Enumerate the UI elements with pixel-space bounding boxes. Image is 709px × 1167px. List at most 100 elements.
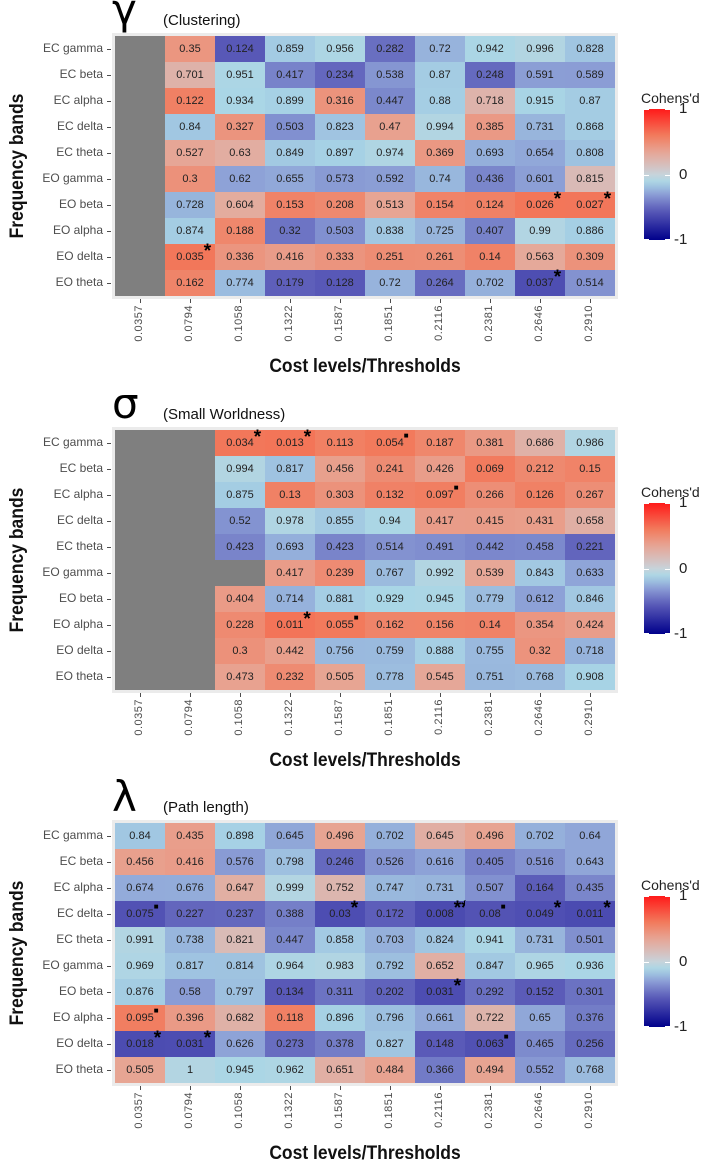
heatmap-cell: 0.417 xyxy=(265,560,315,586)
y-tick-label: EC alpha xyxy=(53,487,103,501)
heatmap-cell: 0.589 xyxy=(565,62,615,88)
heatmap-cell: 0.604 xyxy=(215,192,265,218)
heatmap-cell: 0.013 * xyxy=(265,428,315,456)
x-axis-title: Cost levels/Thresholds xyxy=(269,1143,461,1164)
x-tick-label: 0.1851 xyxy=(383,699,395,736)
p-value-label: 0.974 xyxy=(376,147,404,159)
trend-marker: ■ xyxy=(153,902,159,911)
y-tick-mark xyxy=(107,49,111,50)
p-value-label: 0.647 xyxy=(226,882,254,894)
legend-tick xyxy=(665,503,670,504)
heatmap-cell: 0.156 xyxy=(415,612,465,638)
x-tick-mark xyxy=(190,1086,191,1090)
p-value-label: 0.282 xyxy=(376,43,404,55)
legend-tick xyxy=(644,1026,649,1027)
heatmap-cell-na xyxy=(165,612,215,638)
heatmap-cell: 0.859 xyxy=(265,36,315,62)
heatmap-cell: 0.442 xyxy=(265,638,315,664)
p-value-label: 0.404 xyxy=(226,593,254,605)
p-value-label: 0.756 xyxy=(326,645,354,657)
x-tick-label: 0.1851 xyxy=(383,305,395,342)
p-value-label: 0.58 xyxy=(179,986,201,998)
heatmap-cell-na xyxy=(165,508,215,534)
heatmap-cell: 0.718 xyxy=(565,638,615,664)
x-tick-label: 0.2910 xyxy=(583,305,595,342)
heatmap-cell: 0.986 xyxy=(565,430,615,456)
heatmap-cell: 0.539 xyxy=(465,560,515,586)
y-tick-label: EO alpha xyxy=(52,223,103,237)
heatmap-cell: 0.221 xyxy=(565,534,615,560)
heatmap-cell: 0.738 xyxy=(165,927,215,953)
x-tick-mark xyxy=(140,693,141,697)
heatmap-cell: 0.514 xyxy=(565,270,615,296)
p-value-label: 0.643 xyxy=(576,856,604,868)
p-value-label: 0.859 xyxy=(276,43,304,55)
p-value-label: 0.14 xyxy=(479,251,501,263)
x-tick-label: 0.2381 xyxy=(483,305,495,342)
heatmap-cell: 0.503 xyxy=(265,114,315,140)
y-tick-mark xyxy=(107,1018,111,1019)
x-tick-label: 0.2381 xyxy=(483,1092,495,1129)
p-value-label: 0.983 xyxy=(326,960,354,972)
heatmap-cell: 0.301 xyxy=(565,979,615,1005)
heatmap-cell: 0.725 xyxy=(415,218,465,244)
significance-marker: ** xyxy=(453,898,469,919)
p-value-label: 0.52 xyxy=(229,515,251,527)
p-value-label: 0.686 xyxy=(526,437,554,449)
p-value-label: 0.676 xyxy=(176,882,204,894)
heatmap-cell-na xyxy=(115,456,165,482)
p-value-label: 0.991 xyxy=(126,934,154,946)
p-value-label: 0.868 xyxy=(576,121,604,133)
heatmap-cell: 0.994 xyxy=(415,114,465,140)
heatmap-cell: 0.188 xyxy=(215,218,265,244)
heatmap-cell: 0.899 xyxy=(265,88,315,114)
heatmap-cell: 0.52 xyxy=(215,508,265,534)
chart-title: (Path length) xyxy=(163,799,249,816)
y-tick-mark xyxy=(107,469,111,470)
p-value-label: 0.14 xyxy=(479,619,501,631)
y-tick-mark xyxy=(107,205,111,206)
p-value-label: 0.814 xyxy=(226,960,254,972)
heatmap-cell: 0.897 xyxy=(315,140,365,166)
p-value-label: 0.037 * xyxy=(526,267,562,289)
heatmap-cell: 0.35 xyxy=(165,36,215,62)
p-value-label: 0.156 xyxy=(426,619,454,631)
p-value-label: 0.501 xyxy=(576,934,604,946)
p-value-label: 0.969 xyxy=(126,960,154,972)
y-tick-label: EO alpha xyxy=(52,1010,103,1024)
p-value-label: 0.827 xyxy=(376,1038,404,1050)
p-value-label: 0.945 xyxy=(426,593,454,605)
p-value-label: 0.484 xyxy=(376,1064,404,1076)
heatmap-cell: 0.396 xyxy=(165,1005,215,1031)
p-value-label: 0.273 xyxy=(276,1038,304,1050)
legend-tick xyxy=(665,896,670,897)
p-value-label: 0.563 xyxy=(526,251,554,263)
p-value-label: 0.456 xyxy=(326,463,354,475)
heatmap-cell: 0.417 xyxy=(415,508,465,534)
heatmap-cell-na xyxy=(115,244,165,270)
p-value-label: 0.118 xyxy=(276,1012,304,1024)
p-value-label: 0.768 xyxy=(526,671,554,683)
heatmap-cell-na xyxy=(115,430,165,456)
legend-tick xyxy=(644,503,649,504)
p-value-label: 0.505 xyxy=(126,1064,154,1076)
x-tick-mark xyxy=(290,299,291,303)
heatmap-cell: 0.152 xyxy=(515,979,565,1005)
x-tick-label: 0.1322 xyxy=(283,699,295,736)
x-tick-mark xyxy=(240,299,241,303)
p-value-label: 0.316 xyxy=(326,95,354,107)
heatmap-cell: 0.886 xyxy=(565,218,615,244)
p-value-label: 0.124 xyxy=(226,43,254,55)
heatmap-cell: 0.447 xyxy=(265,927,315,953)
heatmap-cell: 0.858 xyxy=(315,927,365,953)
p-value-label: 0.227 xyxy=(176,908,204,920)
p-value-label: 0.99 xyxy=(529,225,551,237)
legend-title: Cohens'd xyxy=(641,484,700,500)
p-value-label: 0.503 xyxy=(276,121,304,133)
heatmap-cell: 0.385 xyxy=(465,114,515,140)
heatmap-cell: 0.246 xyxy=(315,849,365,875)
heatmap-cell: 0.992 xyxy=(415,560,465,586)
heatmap-cell: 0.234 xyxy=(315,62,365,88)
heatmap-cell: 0.381 xyxy=(465,430,515,456)
heatmap-cell-na xyxy=(115,534,165,560)
